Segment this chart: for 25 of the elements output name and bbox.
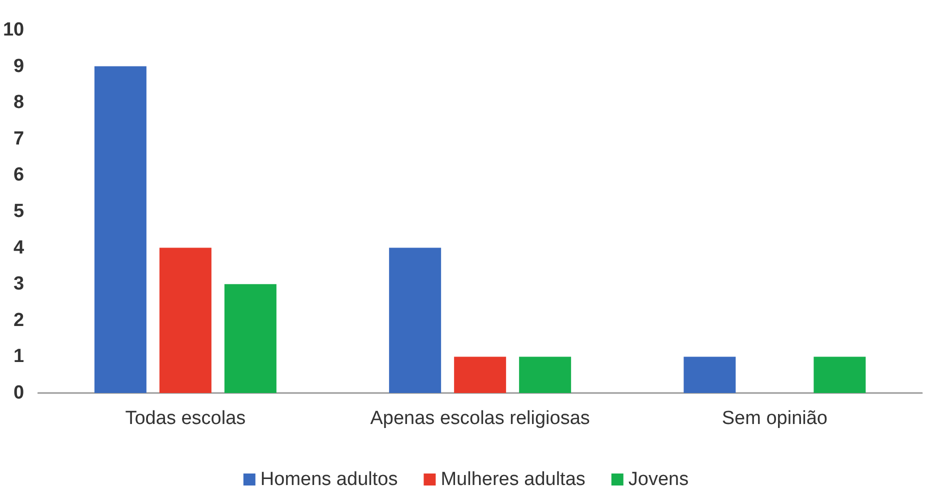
bar [94,66,146,393]
y-tick-label: 5 [14,201,25,222]
y-tick-label: 7 [14,128,24,150]
bar [814,356,866,393]
bar [389,248,442,393]
y-tick-label: 10 [2,20,24,40]
x-tick-label: Apenas escolas religiosas [370,408,590,429]
y-tick-label: 8 [14,92,24,114]
legend-label: Mulheres adultas [440,469,586,490]
y-tick-label: 3 [14,274,24,295]
bar [159,248,212,393]
y-tick-label: 2 [14,310,24,331]
y-tick-label: 6 [14,164,24,186]
y-tick-label: 9 [14,56,24,77]
bar [684,356,736,393]
y-tick-label: 4 [14,237,25,258]
bar [454,356,506,393]
bar [519,356,572,393]
x-tick-label: Sem opinião [722,408,828,429]
legend-label: Homens adultos [260,469,398,490]
y-tick-label: 0 [14,382,24,404]
x-tick-label: Todas escolas [125,408,246,429]
y-tick-label: 1 [14,346,25,368]
legend-label: Jovens [628,469,689,490]
bar [224,284,276,393]
